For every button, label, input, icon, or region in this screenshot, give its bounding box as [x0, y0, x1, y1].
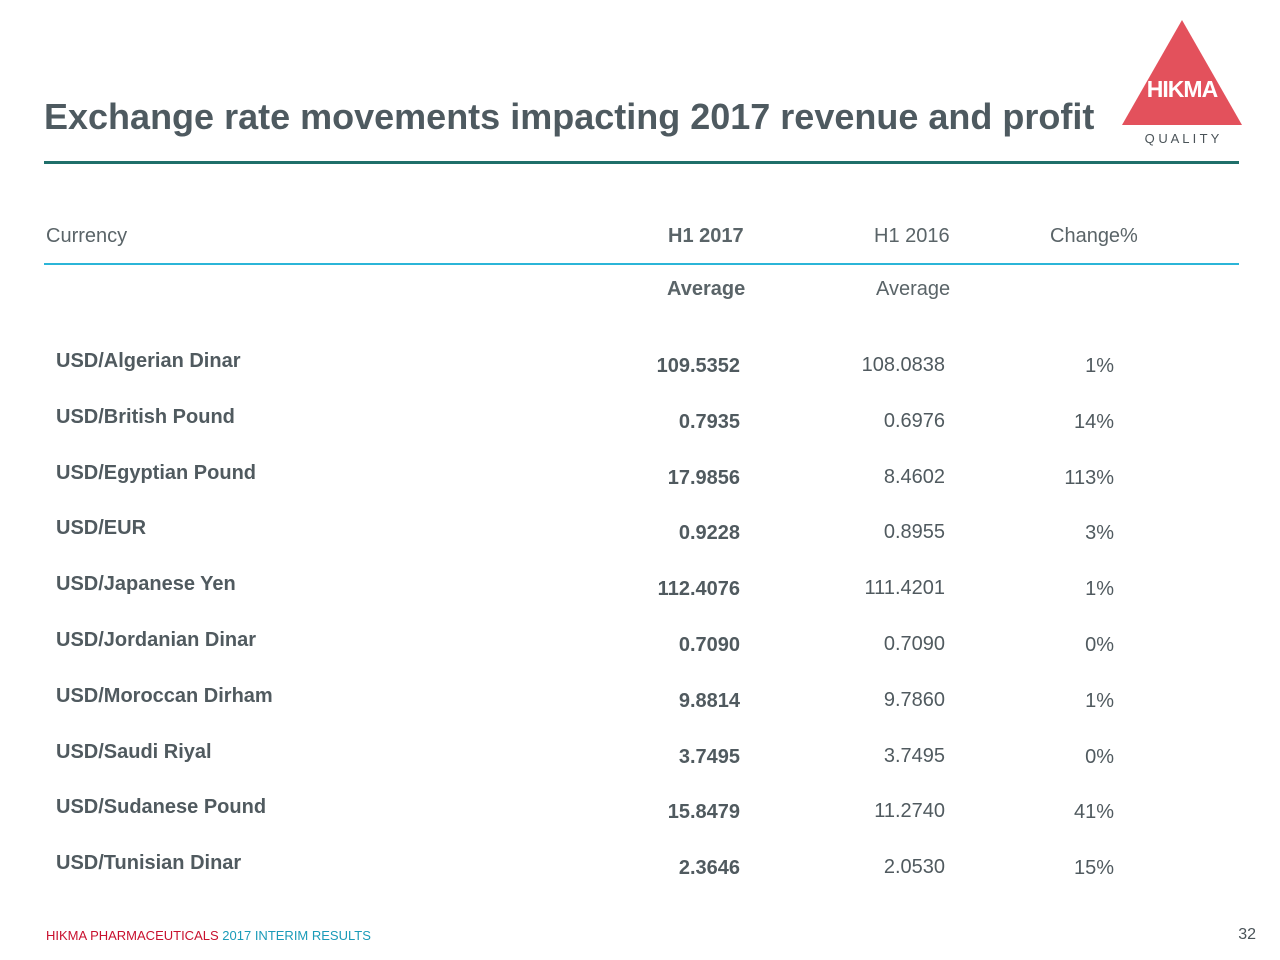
table-row-h1-2016: 0.8955 [883, 521, 945, 543]
table-row-h1-2017: 3.7495 [678, 746, 740, 768]
hikma-logo: HIKMA Q U A L I T Y [1122, 20, 1242, 146]
table-row-change: 0% [1085, 746, 1114, 768]
header-currency: Currency [46, 225, 128, 247]
header-divider [44, 263, 1239, 265]
table-row-currency: USD/Algerian Dinar [56, 350, 241, 372]
slide-title: Exchange rate movements impacting 2017 r… [44, 96, 1095, 137]
logo-tagline: Q U A L I T Y [1145, 131, 1220, 146]
table-row-change: 3% [1085, 522, 1114, 544]
subheader-average-2017: Average [667, 278, 746, 300]
header-h1-2016: H1 2016 [874, 225, 950, 247]
table-row-h1-2016: 0.7090 [883, 633, 945, 655]
table-row-currency: USD/Jordanian Dinar [56, 629, 257, 651]
footer-subtitle: 2017 INTERIM RESULTS [222, 928, 371, 943]
table-row-change: 0% [1085, 634, 1114, 656]
table-row-currency: USD/Japanese Yen [56, 573, 236, 595]
page-number: 32 [1238, 926, 1256, 943]
subheader-average-2016: Average [876, 278, 951, 300]
table-row-currency: USD/Moroccan Dirham [56, 685, 273, 707]
table-row-h1-2016: 8.4602 [883, 466, 945, 488]
table-row-h1-2016: 2.0530 [883, 856, 945, 878]
table-row-currency: USD/EUR [56, 517, 147, 539]
table-row-h1-2016: 9.7860 [883, 689, 945, 711]
logo-word: HIKMA [1147, 76, 1218, 102]
table-row-h1-2016: 108.0838 [861, 354, 945, 376]
table-row-h1-2017: 9.8814 [678, 690, 740, 712]
table-row-currency: USD/Tunisian Dinar [56, 852, 242, 874]
table-row-h1-2017: 0.7090 [678, 634, 740, 656]
table-row-currency: USD/Sudanese Pound [56, 796, 267, 818]
header-change: Change% [1050, 225, 1138, 247]
footer-caption: HIKMA PHARMACEUTICALS 2017 INTERIM RESUL… [46, 928, 371, 943]
table-row-change: 1% [1085, 578, 1114, 600]
table-row-change: 15% [1073, 857, 1114, 879]
table-row-currency: USD/Egyptian Pound [56, 462, 256, 484]
header-h1-2017: H1 2017 [668, 225, 744, 247]
table-row-h1-2016: 0.6976 [883, 410, 945, 432]
table-row-h1-2017: 15.8479 [667, 801, 740, 823]
title-divider [44, 161, 1239, 164]
table-row-h1-2016: 111.4201 [864, 577, 945, 599]
table-row-change: 113% [1064, 467, 1114, 489]
table-row-h1-2016: 11.2740 [874, 800, 945, 822]
table-row-currency: USD/British Pound [56, 406, 235, 428]
logo-triangle [1122, 20, 1242, 125]
table-row-change: 41% [1073, 801, 1114, 823]
table-row-h1-2017: 0.9228 [678, 522, 740, 544]
table-row-h1-2017: 112.4076 [657, 578, 740, 600]
table-row-change: 14% [1073, 411, 1114, 433]
table-row-h1-2016: 3.7495 [883, 745, 945, 767]
table-row-h1-2017: 2.3646 [678, 857, 740, 879]
table-row-h1-2017: 109.5352 [656, 355, 740, 377]
footer-brand: HIKMA PHARMACEUTICALS [46, 928, 219, 943]
table-row-change: 1% [1085, 355, 1114, 377]
table-row-change: 1% [1085, 690, 1114, 712]
table-row-h1-2017: 17.9856 [667, 467, 740, 489]
table-row-h1-2017: 0.7935 [678, 411, 740, 433]
table-row-currency: USD/Saudi Riyal [56, 741, 212, 763]
